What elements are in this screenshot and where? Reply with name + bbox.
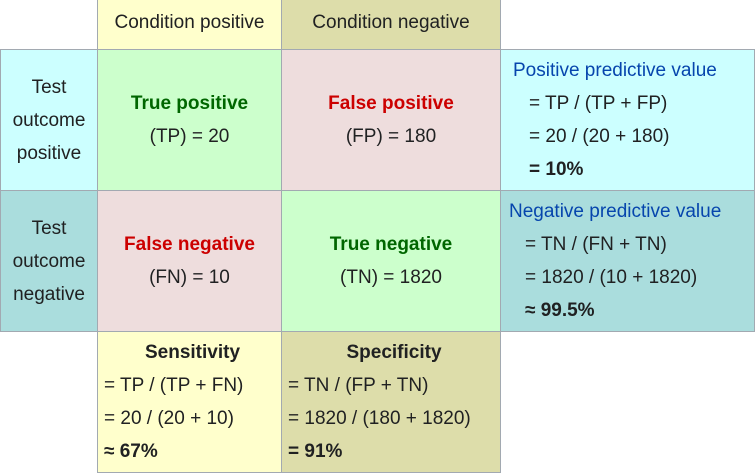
row-label-line: Test <box>31 217 67 239</box>
false-negative-value: (FN) = 10 <box>149 267 230 288</box>
specificity-computation: = 1820 / (180 + 1820) <box>288 408 471 429</box>
rates-right-blank-cell <box>500 331 755 473</box>
specificity-formula: = TN / (FP + TN) <box>288 375 429 396</box>
condition-positive-header: Condition positive <box>97 0 282 50</box>
ppv-computation: = 20 / (20 + 180) <box>529 126 670 147</box>
row-label-line: outcome <box>12 109 86 131</box>
negative-predictive-value-cell: Negative predictive value = TN / (FN + T… <box>500 190 755 332</box>
row-label-line: negative <box>13 283 85 305</box>
true-positive-value: (TP) = 20 <box>149 126 230 147</box>
header-row: Condition positive Condition negative <box>0 0 755 50</box>
ppv-result: = 10% <box>529 159 584 180</box>
positive-predictive-value-cell: Positive predictive value = TP / (TP + F… <box>500 49 755 191</box>
false-negative-cell: False negative (FN) = 10 <box>97 190 282 332</box>
sensitivity-cell: Sensitivity = TP / (TP + FN) = 20 / (20 … <box>97 331 282 473</box>
row-label-line: Test <box>31 76 67 98</box>
npv-formula: = TN / (FN + TN) <box>525 234 667 255</box>
specificity-result: = 91% <box>288 441 343 462</box>
true-positive-title: True positive <box>130 93 249 114</box>
false-positive-value: (FP) = 180 <box>345 126 437 147</box>
test-outcome-positive-header: Test outcome positive <box>0 49 98 191</box>
header-right-blank-cell <box>500 0 755 50</box>
npv-computation: = 1820 / (10 + 1820) <box>525 267 698 288</box>
sensitivity-title: Sensitivity <box>144 342 241 363</box>
corner-blank-cell <box>0 0 98 50</box>
ppv-title-link[interactable]: Positive predictive value <box>513 60 717 81</box>
true-positive-cell: True positive (TP) = 20 <box>97 49 282 191</box>
false-positive-title: False positive <box>328 93 454 114</box>
sensitivity-result: ≈ 67% <box>104 441 158 462</box>
false-positive-cell: False positive (FP) = 180 <box>281 49 501 191</box>
npv-title-link[interactable]: Negative predictive value <box>509 201 722 222</box>
true-negative-title: True negative <box>329 234 453 255</box>
condition-negative-header: Condition negative <box>281 0 501 50</box>
row-label-line: positive <box>16 142 82 164</box>
false-negative-title: False negative <box>124 234 255 255</box>
npv-result: ≈ 99.5% <box>525 300 595 321</box>
test-outcome-negative-header: Test outcome negative <box>0 190 98 332</box>
condition-positive-label: Condition positive <box>114 12 265 33</box>
test-positive-row: Test outcome positive True positive (TP)… <box>0 49 755 191</box>
ppv-formula: = TP / (TP + FP) <box>529 93 668 114</box>
sensitivity-computation: = 20 / (20 + 10) <box>104 408 234 429</box>
rates-left-blank-cell <box>0 331 98 473</box>
true-negative-cell: True negative (TN) = 1820 <box>281 190 501 332</box>
rates-row: Sensitivity = TP / (TP + FN) = 20 / (20 … <box>0 331 755 473</box>
true-negative-value: (TN) = 1820 <box>340 267 442 288</box>
specificity-cell: Specificity = TN / (FP + TN) = 1820 / (1… <box>281 331 501 473</box>
specificity-title: Specificity <box>346 342 442 363</box>
sensitivity-formula: = TP / (TP + FN) <box>104 375 244 396</box>
condition-negative-label: Condition negative <box>312 12 470 33</box>
row-label-line: outcome <box>12 250 86 272</box>
test-negative-row: Test outcome negative False negative (FN… <box>0 190 755 332</box>
